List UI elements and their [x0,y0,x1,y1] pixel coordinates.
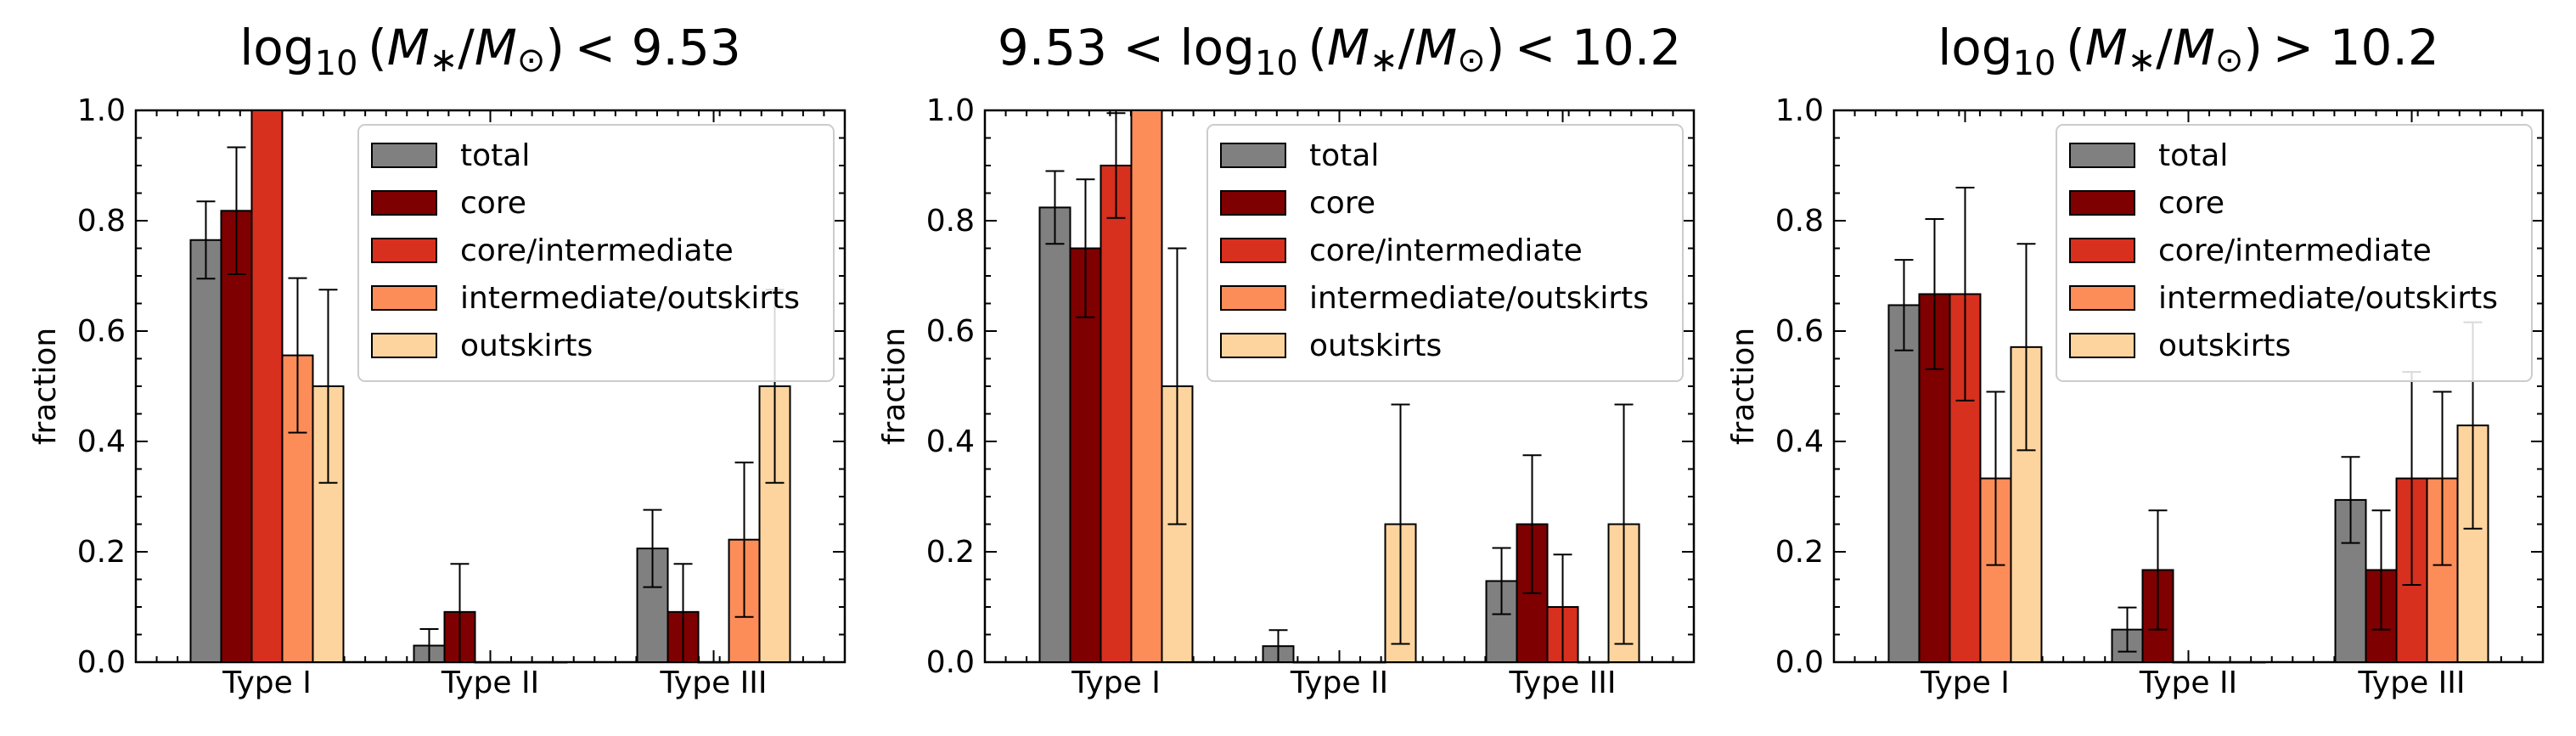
legend-swatch [371,285,437,311]
legend-label: core [1309,186,1375,221]
panel-title: 9.53 < log10 (M∗/M⊙) < 10.2 [998,19,1681,83]
bar-total-type-i [189,239,222,663]
legend: total core core/intermediate intermediate/o… [1206,124,1684,382]
legend-swatch [1220,333,1286,358]
bar-intermediate-outskirts-type-i [1130,110,1163,663]
legend-label: intermediate/outskirts [460,281,800,316]
y-tick-label: 0.4 [1775,424,1824,459]
bar-outskirts-type-ii [535,661,568,664]
legend-swatch [1220,238,1286,263]
y-tick-label: 0.0 [1775,645,1824,680]
y-axis-label: fraction [1726,328,1761,445]
panel-1: log10 (M∗/M⊙) < 9.53 0.0 0.2 0.4 0.6 0.8 1.0 fr… [28,19,846,700]
x-tick-label: Type II [1290,666,1388,700]
panel-title: log10 (M∗/M⊙) < 9.53 [239,19,741,83]
bar-core-intermediate-type-ii [1323,661,1356,664]
panel-3: log10 (M∗/M⊙) > 10.2 0.0 0.2 0.4 0.6 0.8 1.0 fr… [1726,19,2545,700]
y-tick-label: 0.8 [1775,204,1824,239]
bar-total-type-i [1038,206,1071,663]
bar-intermediate-outskirts-type-ii [2202,661,2236,664]
bar-core-intermediate-type-i [250,110,284,663]
legend-swatch [371,190,437,216]
bar-outskirts-type-ii [2233,661,2266,664]
panel-2: 9.53 < log10 (M∗/M⊙) < 10.2 0.0 0.2 0.4 0.6 0… [877,19,1696,700]
legend-swatch [1220,190,1286,216]
legend-box [1206,124,1684,382]
legend-label: total [460,138,530,173]
bar-core-intermediate-type-ii [474,661,507,664]
bar-core-type-i [220,210,253,664]
legend-box [2056,124,2533,382]
y-tick-label: 1.0 [1775,93,1824,128]
legend-label: intermediate/outskirts [1309,281,1649,316]
legend-label: core [2158,186,2224,221]
legend-swatch [1220,143,1286,168]
legend-swatch [2069,143,2135,168]
y-tick-label: 0.0 [926,645,975,680]
legend-label: core/intermediate [460,233,734,268]
x-tick-label: Type I [1071,666,1161,700]
legend-label: outskirts [460,329,593,363]
y-axis-label: fraction [28,328,63,445]
x-tick-label: Type II [2139,666,2237,700]
y-tick-label: 0.8 [926,204,975,239]
x-tick-label: Type I [1920,666,2010,700]
y-axis-label: fraction [877,328,912,445]
y-tick-label: 0.0 [77,645,126,680]
x-tick-label: Type I [222,666,312,700]
y-tick-label: 0.2 [926,535,975,570]
legend-label: total [2158,138,2228,173]
bar-intermediate-outskirts-type-ii [1353,661,1386,664]
bar-intermediate-outskirts-type-ii [504,661,537,664]
x-tick-label: Type III [1509,666,1617,700]
y-tick-label: 0.6 [1775,314,1824,349]
legend-swatch [2069,238,2135,263]
legend-swatch [2069,285,2135,311]
legend-label: core [460,186,526,221]
x-tick-label: Type III [2358,666,2466,700]
legend: total core core/intermediate intermediate/o… [2056,124,2533,382]
y-tick-label: 0.6 [77,314,126,349]
legend-swatch [2069,190,2135,216]
legend: total core core/intermediate intermediate/o… [357,124,835,382]
y-tick-label: 0.2 [1775,535,1824,570]
bar-core-intermediate-type-iii [697,661,730,664]
legend-label: core/intermediate [2158,233,2432,268]
bar-intermediate-outskirts-type-iii [1577,661,1610,664]
legend-label: outskirts [2158,329,2291,363]
y-tick-label: 0.4 [77,424,126,459]
legend-swatch [1220,285,1286,311]
y-tick-label: 0.6 [926,314,975,349]
y-tick-label: 0.8 [77,204,126,239]
legend-label: intermediate/outskirts [2158,281,2498,316]
y-tick-label: 0.4 [926,424,975,459]
legend-label: core/intermediate [1309,233,1583,268]
legend-swatch [371,143,437,168]
bar-core-intermediate-type-i [1100,165,1133,663]
x-tick-label: Type II [441,666,539,700]
panel-title: log10 (M∗/M⊙) > 10.2 [1938,19,2439,83]
bar-core-intermediate-type-ii [2172,661,2205,664]
legend-label: total [1309,138,1379,173]
legend-swatch [371,238,437,263]
bar-core-type-ii [1292,661,1325,664]
legend-label: outskirts [1309,329,1442,363]
x-tick-label: Type III [660,666,768,700]
legend-swatch [2069,333,2135,358]
legend-box [357,124,835,382]
bar-total-type-i [1887,304,1921,663]
y-tick-label: 1.0 [77,93,126,128]
legend-swatch [371,333,437,358]
y-tick-label: 1.0 [926,93,975,128]
y-tick-label: 0.2 [77,535,126,570]
